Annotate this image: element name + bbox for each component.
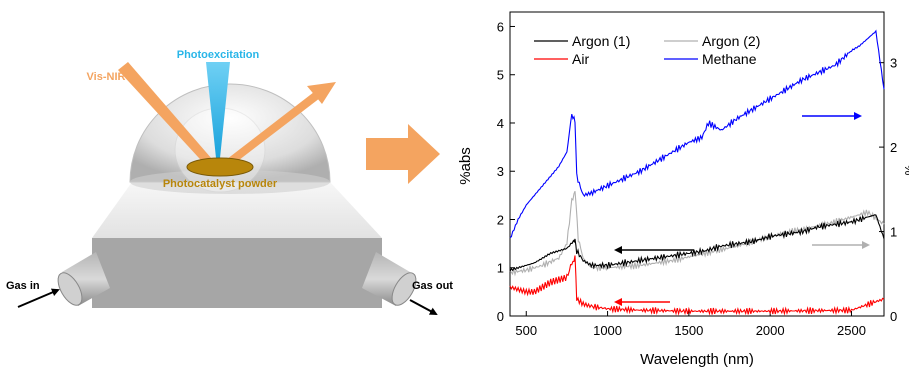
legend-label: Methane [702,51,757,67]
x-tick-label: 1500 [674,323,703,338]
y-right-tick-label: 3 [890,56,897,71]
y-axis-left: 0 1 2 3 4 5 6 [497,19,515,324]
gas-out-label: Gas out [412,280,453,292]
y-left-tick-label: 4 [497,116,504,131]
legend-label: Argon (2) [702,33,760,49]
process-arrow [366,124,440,184]
x-axis: 500 1000 1500 2000 2500 [515,311,866,338]
dome-rim [130,170,330,194]
legend: Argon (1) Argon (2) Air Methane [534,33,760,67]
photocatalyst-sample [186,157,254,177]
direction-arrowhead [854,112,862,120]
y-left-tick-label: 1 [497,261,504,276]
legend-label: Air [572,51,589,67]
y-axis-left-label: %abs [457,147,474,185]
vis-nir-arrowhead [307,82,336,104]
chamber-cone [92,182,382,238]
vis-nir-incident-beam [118,62,218,170]
photocatalyst-powder-label: Photocatalyst powder [163,178,278,190]
x-tick-label: 2500 [837,323,866,338]
direction-arrowhead [614,246,622,254]
chart-background [465,0,909,370]
gas-out-arrow [409,299,438,315]
y-left-tick-label: 5 [497,68,504,83]
series-line-argon-1 [509,214,885,272]
direction-arrowhead [614,298,622,306]
gas-in-arrow [17,288,60,308]
absorbance-chart: 0 1 2 3 4 5 6 0 1 2 3 500 1000 1500 2000 2500 Argon (… [457,11,909,368]
y-left-tick-label: 2 [497,212,504,227]
direction-arrows [614,112,870,306]
y-left-tick-label: 6 [497,19,504,34]
gas-in-label: Gas in [6,280,40,292]
y-right-tick-label: 2 [890,140,897,155]
vis-nir-label: Vis-NIR [87,71,126,83]
series-layer [509,29,885,316]
gas-inlet-tube [57,252,110,306]
series-line-air [509,255,885,316]
y-right-tick-label: 0 [890,309,897,324]
photoexcitation-label: Photoexcitation [177,49,260,61]
vis-nir-reflected-beam [218,92,320,170]
gas-outlet-tube [362,252,417,306]
y-left-tick-label: 3 [497,164,504,179]
dome [129,83,331,183]
direction-arrowhead [862,241,870,249]
x-tick-label: 2000 [756,323,785,338]
y-right-tick-label: 1 [890,225,897,240]
x-tick-label: 500 [515,323,537,338]
series-line-methane [509,29,885,239]
cell-body [92,238,382,308]
y-axis-right-label: % [902,165,909,176]
y-left-tick-label: 0 [497,309,504,324]
photoexcitation-beam [206,62,230,158]
plot-frame [509,11,885,317]
x-axis-label: Wavelength (nm) [640,351,754,368]
x-tick-label: 1000 [593,323,622,338]
legend-label: Argon (1) [572,33,630,49]
